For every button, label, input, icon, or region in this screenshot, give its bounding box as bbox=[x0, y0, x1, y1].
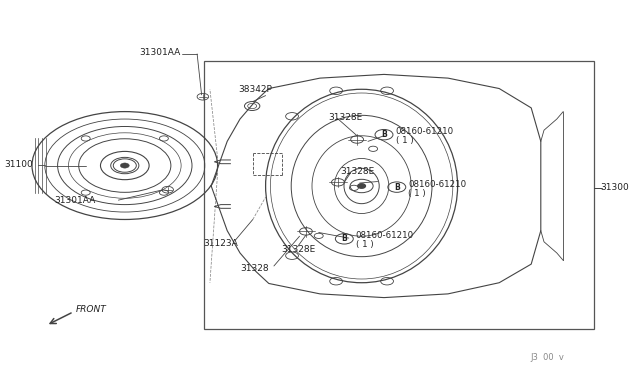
Text: 31123A: 31123A bbox=[204, 239, 238, 248]
Text: 31328E: 31328E bbox=[340, 167, 375, 176]
Text: B: B bbox=[394, 183, 399, 192]
Circle shape bbox=[358, 184, 365, 188]
Text: 08160-61210: 08160-61210 bbox=[356, 231, 414, 240]
Text: 31301AA: 31301AA bbox=[54, 196, 95, 205]
Text: 31301AA: 31301AA bbox=[140, 48, 180, 57]
Text: 08160-61210: 08160-61210 bbox=[408, 180, 467, 189]
Text: 08160-61210: 08160-61210 bbox=[396, 127, 454, 136]
Text: J3  00  v: J3 00 v bbox=[530, 353, 564, 362]
Text: ( 1 ): ( 1 ) bbox=[408, 189, 426, 198]
Circle shape bbox=[120, 163, 129, 168]
Text: 31300: 31300 bbox=[600, 183, 629, 192]
Text: ( 1 ): ( 1 ) bbox=[396, 136, 413, 145]
Text: 31328E: 31328E bbox=[328, 113, 363, 122]
Text: B: B bbox=[381, 130, 387, 139]
Text: FRONT: FRONT bbox=[76, 305, 106, 314]
Text: B: B bbox=[342, 234, 347, 243]
Text: 31328: 31328 bbox=[240, 264, 269, 273]
Text: 31328E: 31328E bbox=[282, 245, 316, 254]
Text: ( 1 ): ( 1 ) bbox=[356, 240, 374, 249]
Text: 38342P: 38342P bbox=[239, 85, 273, 94]
Text: 31100: 31100 bbox=[4, 160, 33, 169]
Bar bbox=[204, 61, 594, 329]
